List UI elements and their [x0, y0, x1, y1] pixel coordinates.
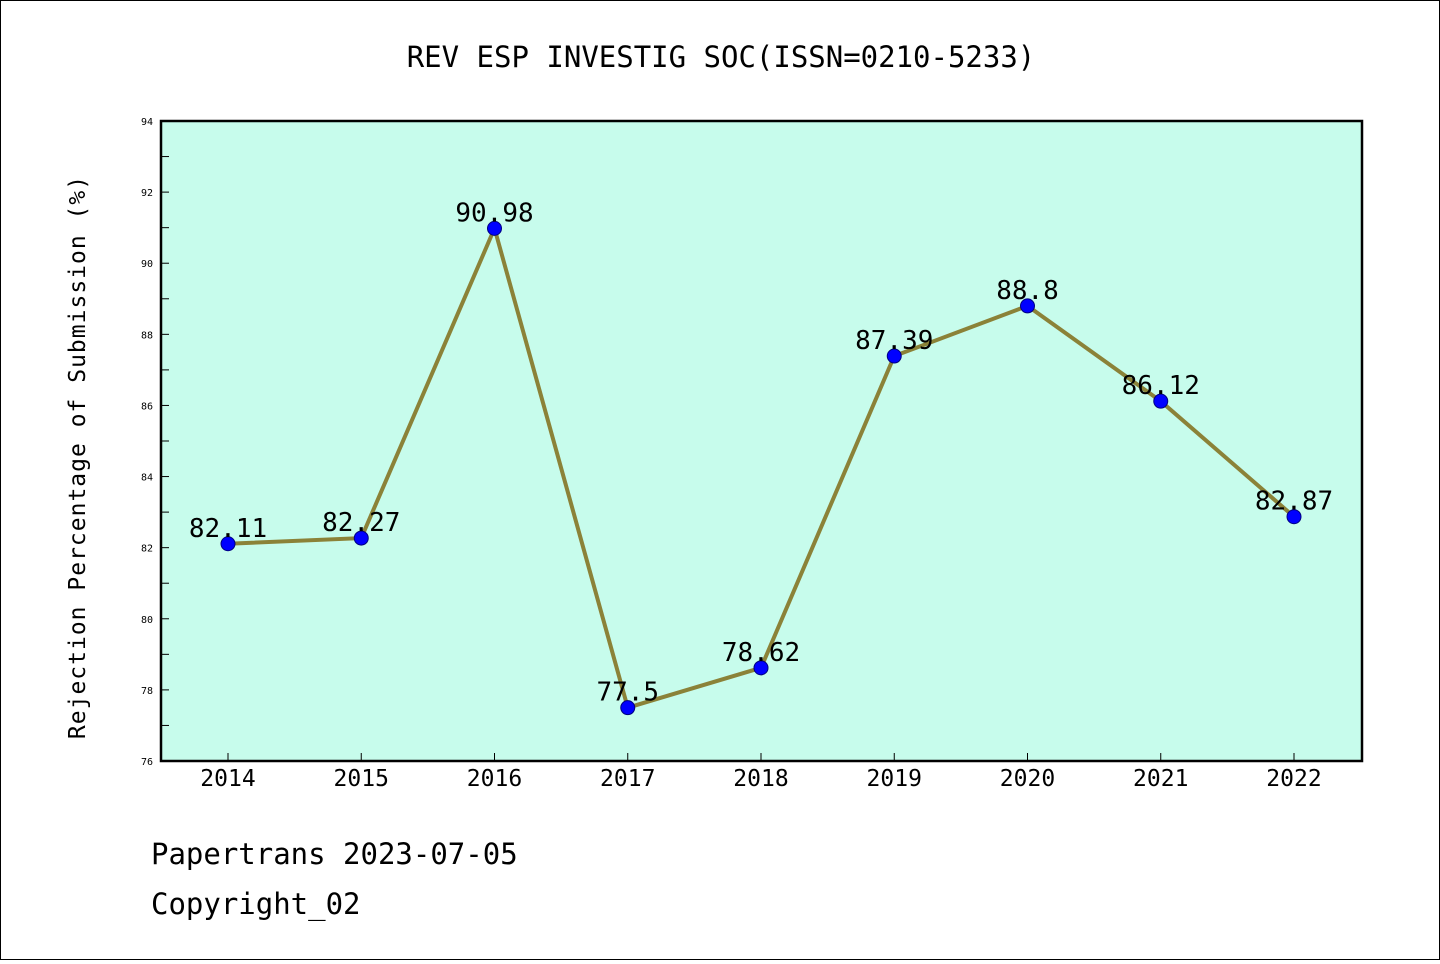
data-label: 90.98: [455, 198, 533, 228]
series-group: 82.11 82.27 90.98 77.5 78.62 87.39 88.8 86.12 82…: [189, 198, 1333, 716]
plot-area: [161, 121, 1362, 761]
x-tick-label: 2014: [200, 766, 255, 792]
data-point: [1020, 298, 1035, 314]
x-axis-ticks: 2014 2015 2016 2017 2018 2019 2020 2021 2022: [200, 753, 1322, 792]
data-label: 86.12: [1122, 371, 1200, 401]
data-point: [1153, 393, 1169, 409]
data-label: 87.39: [855, 326, 933, 356]
y-tick-label: 78: [141, 686, 153, 697]
y-tick-label: 80: [141, 615, 153, 626]
chart-title: REV ESP INVESTIG SOC(ISSN=0210-5233): [407, 40, 1036, 74]
y-tick-label: 90: [141, 259, 153, 270]
x-tick-label: 2020: [1000, 766, 1055, 792]
data-label: 82.87: [1255, 487, 1333, 517]
y-axis-ticks: 76 78 80 82 84 86 88 90 92 94: [141, 117, 169, 768]
data-label: 82.11: [189, 514, 267, 544]
footer-date-line: Papertrans 2023-07-05: [151, 837, 518, 871]
x-tick-label: 2017: [600, 766, 655, 792]
x-tick-label: 2015: [334, 766, 389, 792]
data-label: 78.62: [722, 638, 800, 668]
data-point: [886, 348, 902, 364]
data-point: [220, 536, 236, 552]
y-tick-label: 88: [141, 330, 153, 341]
x-tick-label: 2018: [733, 766, 788, 792]
data-point: [353, 530, 369, 546]
x-tick-label: 2019: [867, 766, 922, 792]
plot-border: [159, 119, 1364, 763]
data-label: 88.8: [996, 276, 1059, 306]
x-tick-label: 2016: [467, 766, 522, 792]
x-tick-label: 2021: [1133, 766, 1188, 792]
footer-copyright-line: Copyright_02: [151, 887, 361, 922]
x-tick-label: 2022: [1266, 766, 1321, 792]
data-label: 82.27: [322, 508, 400, 538]
data-point: [1286, 509, 1302, 525]
y-tick-label: 86: [141, 401, 153, 412]
y-tick-label: 84: [141, 473, 153, 484]
data-point: [753, 660, 769, 676]
data-label: 77.5: [596, 678, 659, 708]
y-axis-label: Rejection Percentage of Submission (%): [65, 175, 91, 739]
y-tick-label: 92: [141, 188, 153, 199]
y-tick-label: 76: [141, 757, 153, 768]
data-point: [487, 220, 502, 236]
y-tick-label: 82: [141, 544, 153, 555]
y-tick-label: 94: [141, 117, 153, 128]
data-point: [620, 700, 636, 716]
